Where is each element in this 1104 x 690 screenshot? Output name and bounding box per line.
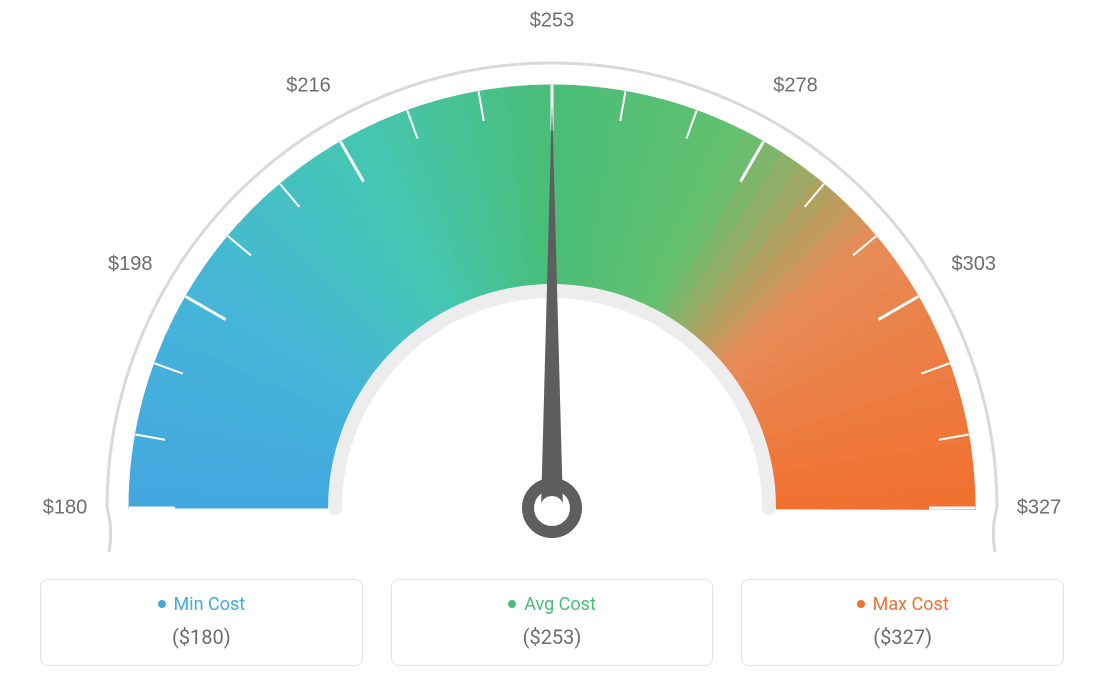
- svg-text:$278: $278: [773, 75, 818, 97]
- svg-text:$198: $198: [108, 253, 153, 275]
- svg-text:$327: $327: [1017, 496, 1062, 518]
- cost-gauge: $180 $198 $216 $253 $278 $303 $327: [0, 0, 1104, 558]
- min-cost-value: ($180): [41, 625, 362, 649]
- avg-cost-label: Avg Cost: [524, 594, 596, 615]
- max-dot-icon: [857, 600, 865, 608]
- min-dot-icon: [158, 600, 166, 608]
- gauge-svg: $180 $198 $216 $253 $278 $303 $327: [0, 0, 1104, 558]
- max-cost-card: Max Cost ($327): [741, 579, 1064, 666]
- min-cost-title: Min Cost: [41, 594, 362, 615]
- svg-text:$253: $253: [530, 9, 575, 31]
- svg-text:$216: $216: [286, 75, 331, 97]
- svg-text:$303: $303: [952, 253, 997, 275]
- min-cost-label: Min Cost: [174, 594, 246, 615]
- min-cost-card: Min Cost ($180): [40, 579, 363, 666]
- avg-cost-title: Avg Cost: [392, 594, 713, 615]
- avg-cost-value: ($253): [392, 625, 713, 649]
- max-cost-title: Max Cost: [742, 594, 1063, 615]
- avg-cost-card: Avg Cost ($253): [391, 579, 714, 666]
- max-cost-label: Max Cost: [873, 594, 949, 615]
- svg-text:$180: $180: [43, 496, 88, 518]
- legend-row: Min Cost ($180) Avg Cost ($253) Max Cost…: [40, 579, 1064, 666]
- max-cost-value: ($327): [742, 625, 1063, 649]
- avg-dot-icon: [508, 600, 516, 608]
